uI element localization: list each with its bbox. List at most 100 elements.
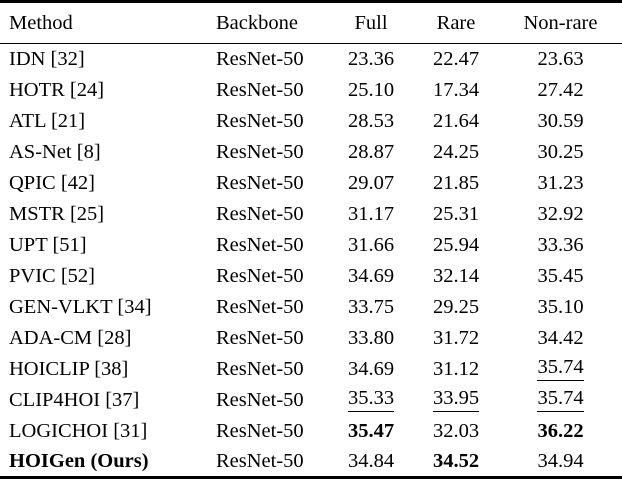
cell-text: 32.92 xyxy=(537,202,584,225)
cell-text: 35.74 xyxy=(537,388,584,412)
cell-text: ResNet-50 xyxy=(216,326,304,349)
cell-full: 28.53 xyxy=(329,106,413,137)
cell-text: HOIGen (Ours) xyxy=(9,450,149,472)
cell-text: 31.17 xyxy=(347,202,395,225)
cell-text: 17.34 xyxy=(432,78,480,101)
cell-text: 34.52 xyxy=(432,450,480,472)
cell-text: MSTR [25] xyxy=(9,202,105,225)
cell-rare: 25.94 xyxy=(413,230,499,261)
cell-text: ResNet-50 xyxy=(216,419,304,442)
col-header-method: Method xyxy=(9,11,73,34)
cell-full: 33.80 xyxy=(329,323,413,354)
cell-text: QPIC [42] xyxy=(9,171,95,194)
col-header-non-rare: Non-rare xyxy=(523,11,598,34)
cell-text: ResNet-50 xyxy=(216,388,304,411)
cell-text: 21.64 xyxy=(432,109,480,132)
cell-non-rare: 34.94 xyxy=(499,447,622,478)
cell-text: ResNet-50 xyxy=(216,78,304,101)
cell-rare: 34.52 xyxy=(413,447,499,478)
cell-text: PVIC [52] xyxy=(9,264,95,287)
cell-full: 31.17 xyxy=(329,199,413,230)
cell-method: QPIC [42] xyxy=(0,168,207,199)
cell-method: GEN-VLKT [34] xyxy=(0,292,207,323)
table-row: MSTR [25] ResNet-50 31.17 25.31 32.92 xyxy=(0,199,622,230)
cell-method: LOGICHOI [31] xyxy=(0,416,207,447)
cell-method: ADA-CM [28] xyxy=(0,323,207,354)
table-row: ADA-CM [28] ResNet-50 33.80 31.72 34.42 xyxy=(0,323,622,354)
cell-rare: 29.25 xyxy=(413,292,499,323)
cell-backbone: ResNet-50 xyxy=(207,323,329,354)
cell-non-rare: 30.25 xyxy=(499,137,622,168)
cell-text: ResNet-50 xyxy=(216,295,304,318)
cell-text: 35.45 xyxy=(537,264,584,287)
cell-text: ResNet-50 xyxy=(216,109,304,132)
cell-rare: 22.47 xyxy=(413,44,499,75)
table-body: IDN [32] ResNet-50 23.36 22.47 23.63 HOTR [24… xyxy=(0,44,622,478)
cell-text: 34.42 xyxy=(537,326,584,349)
cell-text: 35.47 xyxy=(347,419,395,442)
cell-method: HOIGen (Ours) xyxy=(0,447,207,478)
cell-text: 22.47 xyxy=(432,48,480,70)
cell-non-rare: 23.63 xyxy=(499,44,622,75)
cell-text: 34.69 xyxy=(347,264,395,287)
cell-text: 31.66 xyxy=(347,233,395,256)
cell-text: 33.95 xyxy=(432,388,480,412)
cell-rare: 32.14 xyxy=(413,261,499,292)
cell-text: LOGICHOI [31] xyxy=(9,419,148,442)
cell-non-rare: 35.45 xyxy=(499,261,622,292)
header-row: Method Backbone Full Rare Non-rare xyxy=(0,2,622,44)
table-row: PVIC [52] ResNet-50 34.69 32.14 35.45 xyxy=(0,261,622,292)
cell-text: 29.07 xyxy=(347,171,395,194)
cell-method: PVIC [52] xyxy=(0,261,207,292)
cell-backbone: ResNet-50 xyxy=(207,416,329,447)
col-header-rare: Rare xyxy=(436,11,476,34)
cell-backbone: ResNet-50 xyxy=(207,292,329,323)
cell-method: HOICLIP [38] xyxy=(0,354,207,385)
cell-text: ResNet-50 xyxy=(216,450,304,472)
table-row: HOICLIP [38] ResNet-50 34.69 31.12 35.74 xyxy=(0,354,622,385)
cell-text: ADA-CM [28] xyxy=(9,326,132,349)
cell-text: 33.75 xyxy=(347,295,395,318)
cell-text: ResNet-50 xyxy=(216,48,304,70)
cell-text: 25.94 xyxy=(432,233,480,256)
cell-non-rare: 35.74 xyxy=(499,354,622,385)
table-row: AS-Net [8] ResNet-50 28.87 24.25 30.25 xyxy=(0,137,622,168)
cell-text: GEN-VLKT [34] xyxy=(9,295,152,318)
cell-text: 30.59 xyxy=(537,109,584,132)
cell-backbone: ResNet-50 xyxy=(207,354,329,385)
cell-text: ResNet-50 xyxy=(216,357,304,380)
cell-backbone: ResNet-50 xyxy=(207,199,329,230)
table-row: LOGICHOI [31] ResNet-50 35.47 32.03 36.22 xyxy=(0,416,622,447)
cell-backbone: ResNet-50 xyxy=(207,385,329,416)
cell-text: ResNet-50 xyxy=(216,202,304,225)
table-row: QPIC [42] ResNet-50 29.07 21.85 31.23 xyxy=(0,168,622,199)
cell-non-rare: 33.36 xyxy=(499,230,622,261)
cell-text: 25.31 xyxy=(432,202,480,225)
cell-non-rare: 36.22 xyxy=(499,416,622,447)
cell-non-rare: 34.42 xyxy=(499,323,622,354)
cell-text: ResNet-50 xyxy=(216,171,304,194)
cell-rare: 24.25 xyxy=(413,137,499,168)
cell-text: 34.84 xyxy=(347,450,395,472)
cell-full: 34.69 xyxy=(329,261,413,292)
table-row: HOIGen (Ours) ResNet-50 34.84 34.52 34.94 xyxy=(0,447,622,478)
cell-backbone: ResNet-50 xyxy=(207,75,329,106)
cell-text: ResNet-50 xyxy=(216,140,304,163)
cell-text: HOICLIP [38] xyxy=(9,357,129,380)
cell-text: 32.03 xyxy=(432,419,480,442)
cell-backbone: ResNet-50 xyxy=(207,168,329,199)
cell-text: 31.23 xyxy=(537,171,584,194)
cell-text: 25.10 xyxy=(347,78,395,101)
cell-text: 21.85 xyxy=(432,171,480,194)
cell-non-rare: 35.74 xyxy=(499,385,622,416)
cell-backbone: ResNet-50 xyxy=(207,137,329,168)
cell-full: 34.84 xyxy=(329,447,413,478)
cell-full: 29.07 xyxy=(329,168,413,199)
cell-text: IDN [32] xyxy=(9,48,85,70)
cell-backbone: ResNet-50 xyxy=(207,106,329,137)
cell-non-rare: 30.59 xyxy=(499,106,622,137)
cell-text: UPT [51] xyxy=(9,233,87,256)
cell-full: 25.10 xyxy=(329,75,413,106)
table-row: UPT [51] ResNet-50 31.66 25.94 33.36 xyxy=(0,230,622,261)
